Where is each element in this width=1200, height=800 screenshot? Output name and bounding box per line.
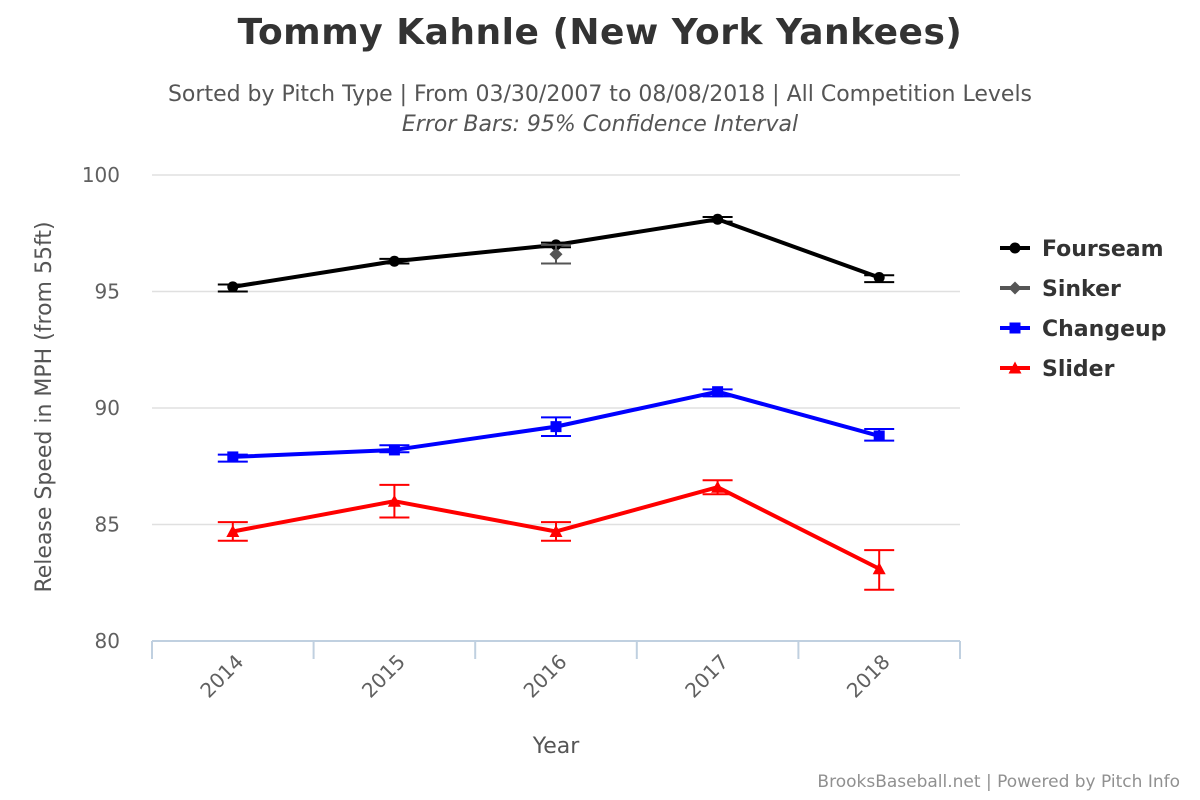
credits[interactable]: BrooksBaseball.net | Powered by Pitch In…	[817, 772, 1180, 792]
y-tick-label: 95	[95, 280, 120, 304]
changeup-series	[217, 386, 895, 463]
legend: Fourseam Sinker Changeup Slider	[1000, 237, 1166, 382]
legend-marker	[1009, 322, 1021, 334]
y-tick-label: 80	[95, 629, 120, 653]
slider-point	[711, 480, 725, 493]
legend-label: Fourseam	[1042, 237, 1164, 262]
x-tick-label: 2015	[357, 650, 410, 703]
changeup-point	[873, 430, 885, 442]
slider-point	[549, 524, 563, 537]
slider-point	[387, 494, 401, 507]
x-axis-title: Year	[532, 734, 581, 759]
slider-series	[217, 479, 895, 591]
y-tick-label: 100	[82, 163, 120, 187]
changeup-point	[227, 451, 239, 463]
fourseam-point	[712, 213, 724, 225]
fourseam-point	[227, 281, 239, 293]
y-tick-label: 90	[95, 396, 120, 420]
legend-marker	[1008, 361, 1022, 374]
legend-label: Slider	[1042, 357, 1115, 382]
legend-item-changeup[interactable]: Changeup	[1000, 317, 1166, 342]
x-tick-label: 2017	[680, 650, 733, 703]
slider-point	[872, 562, 886, 575]
changeup-point	[550, 421, 562, 433]
legend-marker	[1008, 281, 1022, 295]
legend-marker	[1009, 242, 1021, 254]
changeup-point	[712, 386, 724, 398]
legend-item-slider[interactable]: Slider	[1000, 357, 1115, 382]
legend-item-sinker[interactable]: Sinker	[1000, 277, 1121, 302]
x-tick-label: 2014	[195, 650, 248, 703]
y-tick-label: 85	[95, 513, 120, 537]
sinker-series	[541, 243, 571, 265]
y-axis-title: Release Speed in MPH (from 55ft)	[32, 221, 57, 592]
fourseam-point	[388, 255, 400, 267]
gridlines	[152, 174, 960, 526]
legend-label: Sinker	[1042, 277, 1121, 302]
changeup-point	[388, 444, 400, 456]
legend-item-fourseam[interactable]: Fourseam	[1000, 237, 1164, 262]
series-group	[217, 213, 895, 591]
x-tick-label: 2018	[842, 650, 895, 703]
slider-point	[226, 524, 240, 537]
fourseam-point	[873, 272, 885, 284]
chart-subtitle-ci: Error Bars: 95% Confidence Interval	[401, 112, 799, 137]
legend-label: Changeup	[1042, 317, 1166, 342]
sinker-point	[549, 247, 563, 261]
chart-title: Tommy Kahnle (New York Yankees)	[237, 12, 963, 53]
chart-subtitle: Sorted by Pitch Type | From 03/30/2007 t…	[167, 82, 1033, 107]
x-tick-label: 2016	[519, 650, 572, 703]
